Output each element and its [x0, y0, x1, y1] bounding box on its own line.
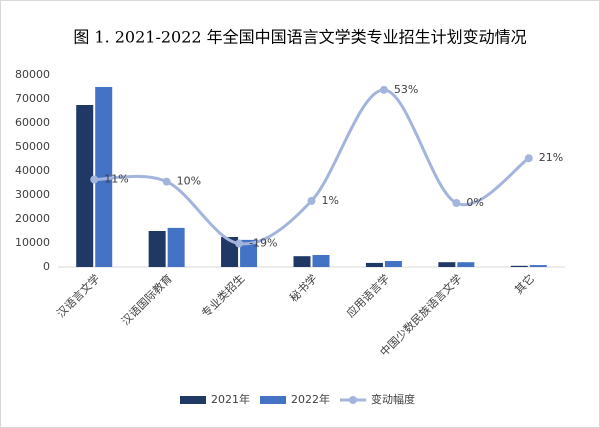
chart-title: 图 1. 2021-2022 年全国中国语言文学类专业招生计划变动情况 [73, 28, 526, 47]
line-marker [307, 196, 316, 205]
data-label: 10% [177, 175, 201, 188]
bar [510, 265, 528, 267]
data-label: 0% [466, 196, 483, 209]
data-label: 11% [104, 173, 128, 186]
bar [457, 262, 475, 267]
line-marker [235, 239, 244, 248]
bar [365, 262, 383, 267]
y-tick-label: 30000 [15, 188, 50, 201]
bar [167, 227, 185, 267]
bar [384, 261, 402, 267]
bar [148, 231, 166, 267]
bar [240, 239, 258, 267]
legend-label: 2021年 [211, 392, 250, 406]
y-tick-label: 10000 [15, 236, 50, 249]
bar [76, 105, 94, 267]
bar [95, 87, 113, 267]
legend-swatch [349, 396, 357, 404]
legend-swatch [260, 396, 286, 404]
bar [293, 256, 311, 267]
bar [221, 237, 239, 267]
y-tick-label: 70000 [15, 92, 50, 105]
line-marker [90, 175, 99, 184]
data-label: 1% [322, 194, 339, 207]
y-tick-label: 60000 [15, 116, 50, 129]
line-marker [162, 177, 171, 186]
y-tick-label: 80000 [15, 68, 50, 81]
legend-label: 2022年 [291, 392, 330, 406]
bar [529, 265, 547, 267]
bar [312, 255, 330, 267]
y-tick-label: 20000 [15, 212, 50, 225]
data-label: 21% [539, 151, 563, 164]
bar [438, 262, 456, 267]
y-tick-label: 0 [43, 260, 50, 273]
line-marker [452, 199, 461, 207]
y-tick-label: 40000 [15, 164, 50, 177]
legend-swatch [180, 396, 206, 404]
data-label: 53% [394, 83, 418, 96]
data-label: -19% [249, 237, 277, 250]
line-marker [379, 85, 388, 94]
legend-label: 变动幅度 [371, 392, 415, 406]
line-marker [524, 154, 533, 163]
y-tick-label: 50000 [15, 140, 50, 153]
